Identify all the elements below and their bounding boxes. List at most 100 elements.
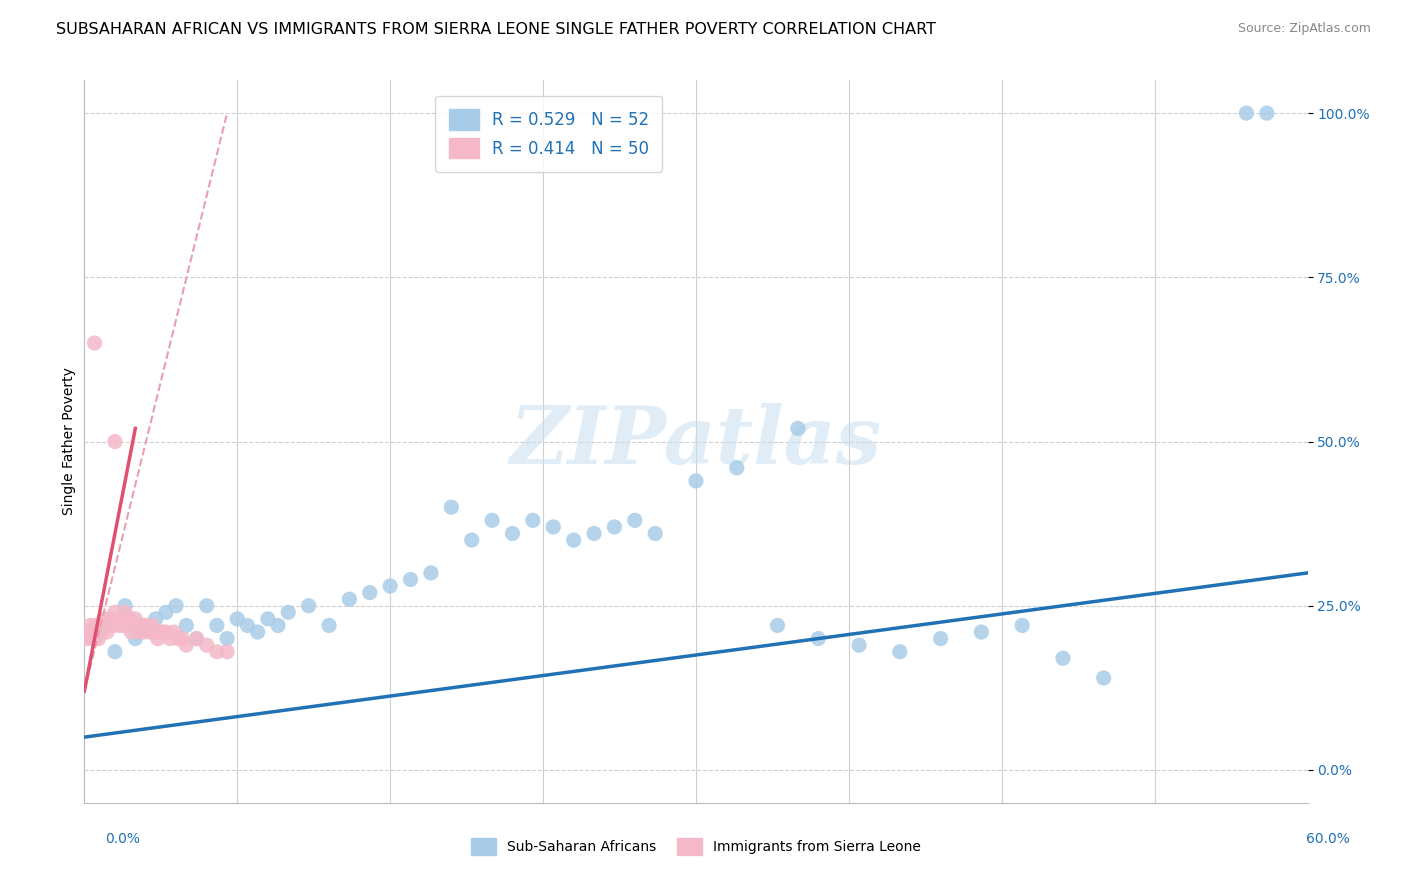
Point — [83, 336, 105, 351]
Point — [277, 605, 299, 619]
Point — [93, 618, 115, 632]
Point — [104, 434, 127, 449]
Point — [82, 632, 104, 646]
Point — [122, 618, 145, 632]
Point — [725, 460, 748, 475]
Point — [236, 618, 259, 632]
Point — [502, 526, 524, 541]
Point — [624, 513, 647, 527]
Point — [114, 605, 136, 619]
Point — [91, 618, 114, 632]
Point — [104, 645, 127, 659]
Point — [100, 612, 122, 626]
Point — [75, 632, 97, 646]
Point — [174, 638, 197, 652]
Point — [562, 533, 585, 547]
Point — [155, 625, 177, 640]
Point — [90, 625, 112, 640]
Point — [155, 605, 177, 619]
Point — [257, 612, 280, 626]
Point — [848, 638, 870, 652]
Legend: Sub-Saharan Africans, Immigrants from Sierra Leone: Sub-Saharan Africans, Immigrants from Si… — [465, 833, 927, 861]
Point — [120, 625, 142, 640]
Point — [83, 632, 105, 646]
Text: Source: ZipAtlas.com: Source: ZipAtlas.com — [1237, 22, 1371, 36]
Point — [108, 618, 131, 632]
Point — [132, 625, 155, 640]
Point — [149, 625, 172, 640]
Point — [105, 612, 128, 626]
Point — [267, 618, 290, 632]
Point — [205, 618, 228, 632]
Point — [163, 625, 186, 640]
Point — [522, 513, 544, 527]
Point — [380, 579, 402, 593]
Point — [93, 612, 115, 626]
Point — [226, 612, 249, 626]
Point — [118, 612, 141, 626]
Point — [1236, 106, 1258, 120]
Point — [135, 618, 157, 632]
Point — [970, 625, 993, 640]
Point — [1092, 671, 1115, 685]
Point — [77, 625, 100, 640]
Text: 0.0%: 0.0% — [105, 832, 141, 846]
Point — [97, 618, 120, 632]
Point — [136, 618, 159, 632]
Point — [399, 573, 422, 587]
Point — [217, 645, 239, 659]
Point — [128, 625, 150, 640]
Point — [186, 632, 208, 646]
Point — [101, 618, 124, 632]
Point — [112, 618, 135, 632]
Point — [124, 612, 146, 626]
Point — [174, 618, 197, 632]
Point — [205, 645, 228, 659]
Point — [195, 599, 218, 613]
Point — [787, 421, 810, 435]
Text: 60.0%: 60.0% — [1306, 832, 1350, 846]
Point — [114, 599, 136, 613]
Point — [685, 474, 707, 488]
Point — [159, 632, 181, 646]
Point — [142, 625, 165, 640]
Point — [135, 618, 157, 632]
Point — [481, 513, 503, 527]
Text: ZIPatlas: ZIPatlas — [510, 403, 882, 480]
Point — [150, 625, 173, 640]
Point — [339, 592, 361, 607]
Y-axis label: Single Father Poverty: Single Father Poverty — [62, 368, 76, 516]
Point — [86, 618, 108, 632]
Point — [127, 618, 149, 632]
Point — [145, 625, 167, 640]
Point — [1052, 651, 1074, 665]
Point — [1256, 106, 1278, 120]
Text: SUBSAHARAN AFRICAN VS IMMIGRANTS FROM SIERRA LEONE SINGLE FATHER POVERTY CORRELA: SUBSAHARAN AFRICAN VS IMMIGRANTS FROM SI… — [56, 22, 936, 37]
Point — [420, 566, 443, 580]
Point — [359, 585, 381, 599]
Point — [583, 526, 606, 541]
Point — [766, 618, 789, 632]
Point — [87, 632, 110, 646]
Point — [217, 632, 239, 646]
Point — [807, 632, 830, 646]
Point — [1011, 618, 1033, 632]
Point — [889, 645, 911, 659]
Point — [298, 599, 321, 613]
Point — [603, 520, 626, 534]
Point — [131, 618, 153, 632]
Point — [461, 533, 484, 547]
Point — [110, 612, 132, 626]
Point — [141, 618, 163, 632]
Point — [543, 520, 565, 534]
Point — [146, 632, 169, 646]
Point — [929, 632, 952, 646]
Point — [124, 632, 146, 646]
Point — [644, 526, 666, 541]
Point — [440, 500, 463, 515]
Point — [104, 605, 127, 619]
Point — [165, 599, 187, 613]
Point — [246, 625, 269, 640]
Point — [186, 632, 208, 646]
Point — [195, 638, 218, 652]
